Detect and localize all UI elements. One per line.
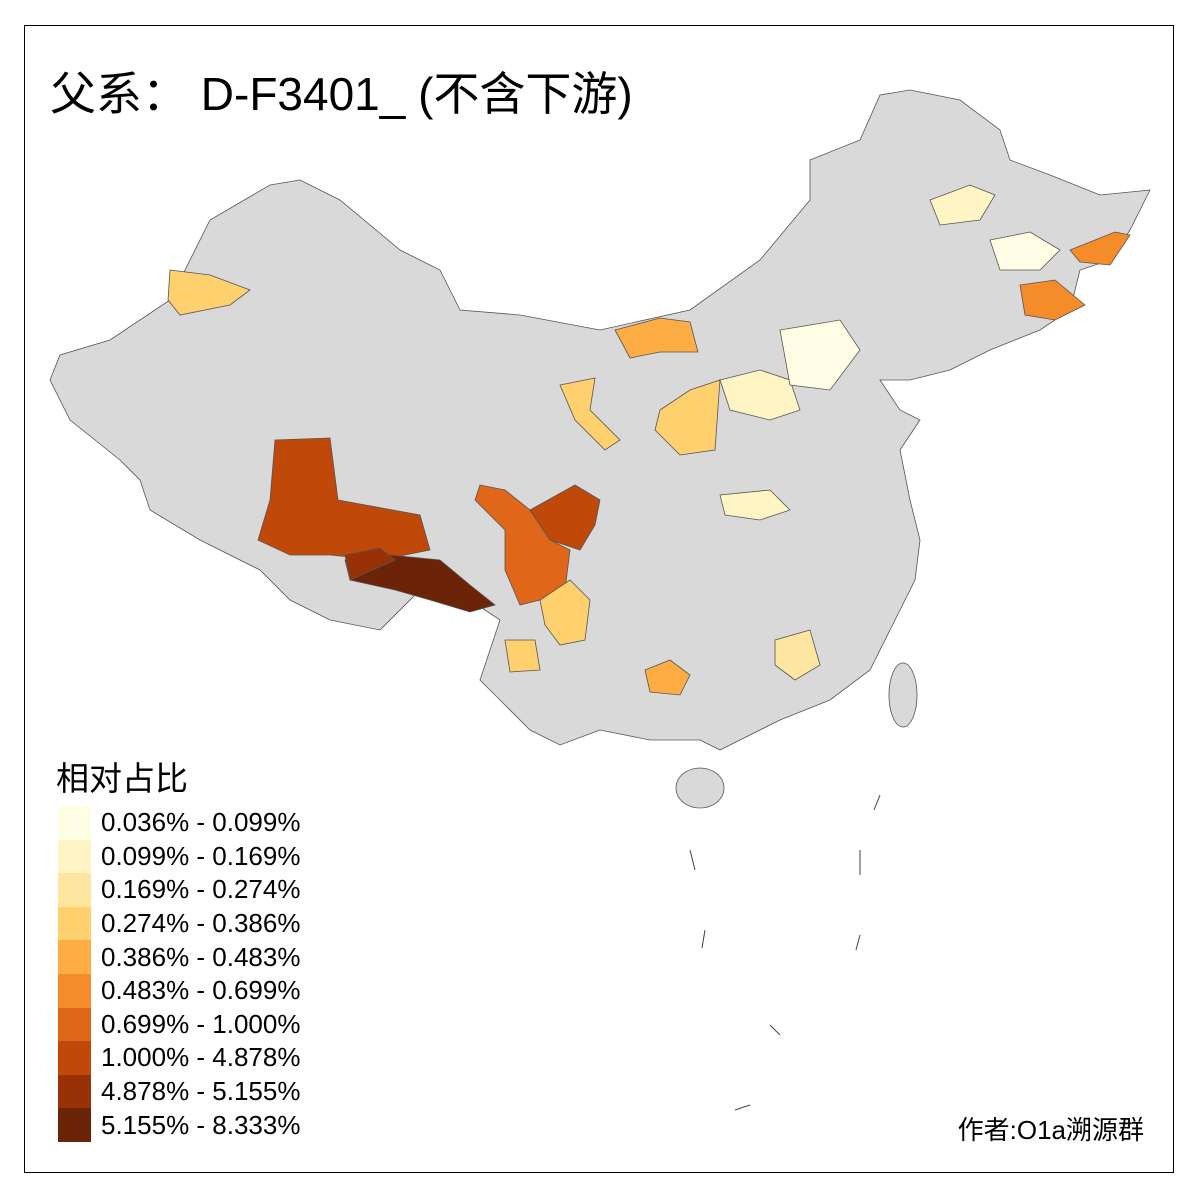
region-northeast-light: [989, 231, 1061, 271]
hainan-region: [675, 767, 725, 809]
legend-swatch: [58, 1074, 91, 1109]
region-guizhou: [644, 659, 691, 696]
region-shannan: [344, 554, 496, 613]
region-nyingchi: [344, 547, 396, 581]
region-gansu: [559, 377, 621, 451]
legend-label: 0.099% - 0.169%: [101, 840, 301, 871]
legend-title: 相对占比: [56, 760, 188, 797]
region-aba: [529, 484, 601, 551]
legend-swatch: [58, 973, 91, 1008]
region-yunnan-nw: [539, 579, 591, 646]
legend-item: 5.155% - 8.333%: [58, 1108, 300, 1142]
legend-label: 1.000% - 4.878%: [101, 1042, 301, 1073]
legend-label: 0.274% - 0.386%: [101, 908, 301, 939]
legend-swatch: [58, 1041, 91, 1075]
legend-label: 4.878% - 5.155%: [101, 1076, 301, 1107]
region-heilongjiang-e: [1069, 231, 1131, 266]
legend-item: 0.699% - 1.000%: [58, 1007, 301, 1042]
region-hunan-light: [774, 629, 821, 681]
region-jilin-e: [1019, 279, 1086, 321]
legend-item: 0.099% - 0.169%: [58, 839, 301, 874]
legend-item: 4.878% - 5.155%: [58, 1074, 301, 1109]
map-title: 父系： D-F3401_ (不含下游): [50, 68, 633, 120]
legend-item: 0.274% - 0.386%: [58, 906, 301, 941]
legend-item: 0.036% - 0.099%: [58, 806, 300, 840]
legend-label: 0.699% - 1.000%: [101, 1008, 301, 1039]
figure-frame: [24, 25, 1174, 1173]
region-ili: [167, 269, 251, 316]
legend-label: 0.483% - 0.699%: [101, 975, 301, 1006]
legend-label: 0.386% - 0.483%: [101, 941, 301, 972]
legend-label: 0.169% - 0.274%: [101, 874, 301, 905]
region-northeast-light-2: [929, 184, 996, 226]
legend-item: 0.169% - 0.274%: [58, 873, 300, 907]
legend-swatch: [58, 906, 91, 941]
region-north-light-2: [779, 319, 861, 391]
legend-swatch: [58, 839, 91, 874]
region-yunnan-s: [504, 639, 541, 673]
legend-item: 0.483% - 0.699%: [58, 973, 301, 1008]
region-inner-mongolia: [614, 317, 699, 359]
legend-label: 5.155% - 8.333%: [101, 1109, 301, 1140]
legend: 0.036% - 0.099% 0.099% - 0.169% 0.169% - 0…: [58, 806, 300, 1142]
region-henan-light: [719, 489, 791, 521]
region-shaanxi-n: [654, 379, 721, 456]
legend-swatch: [58, 940, 91, 974]
legend-item: 1.000% - 4.878%: [58, 1041, 300, 1075]
region-north-light-1: [719, 369, 801, 421]
legend-swatch: [58, 806, 91, 840]
legend-swatch: [58, 1108, 91, 1142]
legend-swatch: [58, 1007, 91, 1042]
south-china-sea-islands: [689, 794, 881, 1111]
legend-label: 0.036% - 0.099%: [101, 807, 301, 838]
legend-item: 0.386% - 0.483%: [58, 940, 300, 974]
author-credit: 作者:O1a溯源群: [957, 1115, 1144, 1145]
legend-swatch: [58, 873, 91, 907]
taiwan-region: [888, 662, 918, 728]
